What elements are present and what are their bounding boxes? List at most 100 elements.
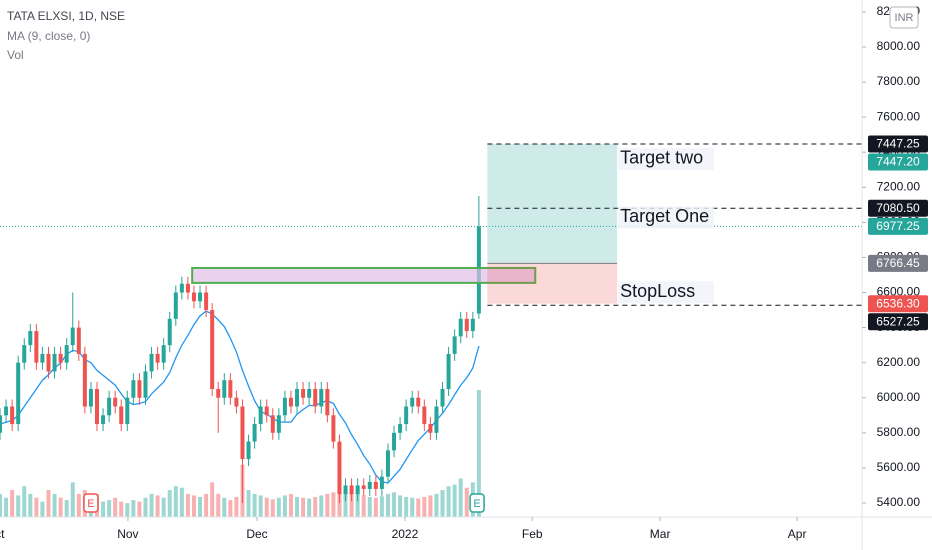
candle-body (288, 397, 293, 407)
candle-body (416, 397, 421, 407)
volume-bar (373, 497, 378, 517)
volume-bar (107, 500, 112, 517)
volume-bar (458, 478, 463, 517)
volume-bar (28, 493, 33, 517)
price-tag-label: 6766.45 (876, 256, 920, 270)
x-tick-label: Apr (788, 527, 807, 541)
volume-bar (22, 486, 27, 517)
volume-bar (258, 495, 263, 517)
volume-bar (70, 482, 75, 517)
volume-bar (410, 497, 415, 517)
volume-bar (101, 501, 106, 517)
x-tick-label: Nov (117, 527, 138, 541)
candle-body (313, 388, 318, 407)
candle-body (113, 397, 118, 407)
volume-bar (440, 490, 445, 517)
volume-bar (234, 496, 239, 517)
volume-bar (216, 493, 221, 517)
candle-body (70, 327, 75, 346)
price-tag (868, 254, 928, 272)
volume-bar (246, 490, 251, 517)
candle-body (216, 388, 221, 398)
candle-body (119, 406, 124, 425)
candle-body (434, 406, 439, 433)
price-tag (868, 313, 928, 331)
earnings-marker (469, 493, 485, 513)
volume-bar (325, 493, 330, 517)
candle-body (264, 406, 269, 416)
volume-bar (476, 390, 481, 517)
candle-body (222, 380, 227, 398)
volume-bar (58, 497, 63, 517)
currency-label[interactable]: INR (895, 12, 914, 24)
price-tag-label: 7447.20 (876, 155, 920, 169)
volume-bar (422, 496, 427, 517)
price-tag-label: 6536.30 (876, 296, 920, 310)
volume-bar (179, 487, 184, 517)
candle-body (22, 345, 27, 363)
earnings-marker (83, 493, 99, 513)
candle-body (458, 318, 463, 337)
volume-bar (191, 495, 196, 517)
candle-body (10, 406, 15, 425)
y-tick-label: 5800.00 (877, 425, 921, 439)
volume-bar (398, 495, 403, 517)
candle-body (422, 406, 427, 425)
candle-body (252, 424, 257, 442)
volume-bar (434, 493, 439, 517)
volume-bar (355, 493, 360, 517)
volume-bar (167, 490, 172, 517)
candle-body (410, 397, 415, 407)
x-tick-label: Feb (522, 527, 543, 541)
candle-body (204, 292, 209, 311)
candle-body (167, 318, 172, 346)
candle-body (198, 292, 203, 302)
candle-body (234, 397, 239, 407)
volume-bar (173, 486, 178, 517)
level-label-bg (618, 206, 715, 229)
volume-bar (282, 495, 287, 517)
volume-bar (295, 496, 300, 517)
level-label-bg (618, 281, 715, 304)
volume-bar (367, 496, 372, 517)
level-label: StopLoss (620, 281, 695, 301)
price-tag-label: 6977.25 (876, 219, 920, 233)
volume-bar (428, 495, 433, 517)
volume-bar (64, 500, 69, 517)
candle-body (46, 353, 51, 372)
candle-body (101, 415, 106, 425)
volume-bar (416, 498, 421, 517)
indicator-label: Vol (7, 48, 24, 62)
y-tick-label: 6000.00 (877, 390, 921, 404)
candle-body (173, 292, 178, 319)
volume-bar (404, 496, 409, 517)
price-tag-label: 7080.50 (876, 201, 920, 215)
candle-body (149, 353, 154, 372)
candle-body (367, 481, 372, 489)
candle-body (246, 441, 251, 460)
candle-body (404, 406, 409, 425)
candle-body (325, 388, 330, 416)
candle-body (428, 424, 433, 433)
candle-body (34, 331, 39, 363)
volume-bar (313, 496, 318, 517)
candle-body (337, 441, 342, 495)
volume-bar (137, 501, 142, 517)
volume-bar (204, 493, 209, 517)
candle-body (464, 318, 469, 332)
currency-box[interactable] (889, 6, 919, 29)
volume-bar (155, 495, 160, 517)
volume-bar (301, 497, 306, 517)
volume-bar (40, 501, 45, 517)
candle-body (385, 450, 390, 477)
volume-bar (113, 497, 118, 517)
x-tick-label: Mar (650, 527, 671, 541)
price-tag (868, 135, 928, 153)
candle-body (191, 292, 196, 302)
volume-bar (252, 493, 257, 517)
candle-body (392, 432, 397, 451)
price-tag-label: 7447.25 (876, 137, 920, 151)
y-tick-label: 5400.00 (877, 495, 921, 509)
price-tag (868, 217, 928, 235)
candle-body (276, 415, 281, 433)
